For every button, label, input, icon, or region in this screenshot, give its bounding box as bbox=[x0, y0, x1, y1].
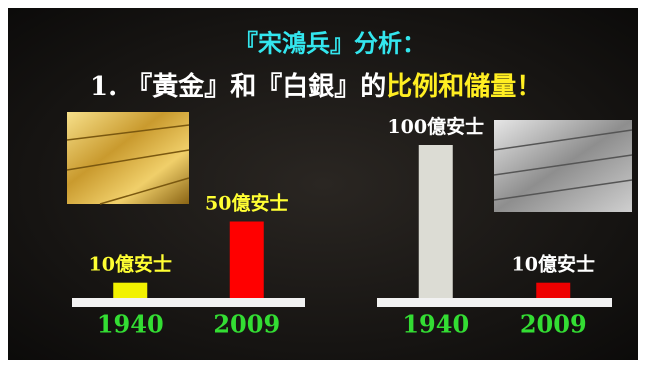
x-tick-label: 1940 bbox=[402, 310, 469, 339]
title-part: 1. 『黃金』和『白銀』的 bbox=[90, 71, 386, 102]
baseline bbox=[72, 298, 305, 307]
title-highlight: 比例和儲量！ bbox=[386, 72, 542, 102]
x-tick-label: 2009 bbox=[213, 310, 280, 339]
x-tick-label: 1940 bbox=[97, 310, 164, 339]
title-line1: 『宋鴻兵』分析： bbox=[234, 29, 426, 58]
bar bbox=[229, 221, 264, 298]
value-label: 50億安士 bbox=[205, 192, 288, 215]
silver-bar-lines bbox=[493, 129, 633, 201]
gold-photo bbox=[67, 112, 189, 204]
bar bbox=[113, 282, 148, 298]
value-label: 10億安士 bbox=[89, 253, 172, 276]
bar bbox=[536, 282, 571, 298]
silver-photo bbox=[494, 120, 632, 212]
bar bbox=[418, 145, 453, 298]
gold-bar-lines bbox=[66, 124, 190, 205]
baseline bbox=[377, 298, 612, 307]
value-label: 10億安士 bbox=[512, 253, 595, 276]
x-tick-label: 2009 bbox=[520, 310, 587, 339]
value-label: 100億安士 bbox=[387, 115, 484, 138]
title-line2: 1. 『黃金』和『白銀』的比例和儲量！ bbox=[90, 71, 542, 102]
